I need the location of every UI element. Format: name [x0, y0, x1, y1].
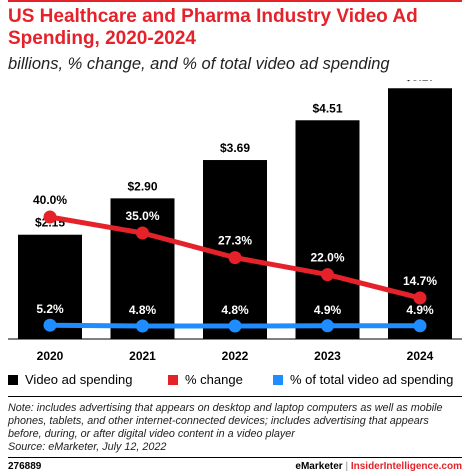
pct-change-point-2020 — [43, 210, 57, 224]
legend-swatch-bars — [8, 374, 18, 385]
x-tick-label-2021: 2021 — [129, 349, 156, 363]
pct-change-label-2022: 27.3% — [218, 234, 252, 248]
brand-insider-intelligence: InsiderIntelligence.com — [350, 461, 462, 472]
pct-total-label-2022: 4.8% — [221, 303, 249, 317]
pct-total-label-2021: 4.8% — [129, 303, 157, 317]
pct-total-label-2020: 5.2% — [36, 302, 64, 316]
footer-rule — [8, 457, 462, 458]
legend-label: Video ad spending — [25, 372, 133, 387]
bar-2021 — [110, 198, 175, 339]
pct-total-point-2020 — [43, 318, 57, 332]
bar-value-label-2024: $5.17 — [405, 80, 435, 83]
brand-emarketer: eMarketer — [295, 461, 343, 472]
chart-title: US Healthcare and Pharma Industry Video … — [8, 6, 418, 49]
x-tick-label-2024: 2024 — [407, 349, 434, 363]
pct-change-point-2023 — [321, 268, 334, 282]
x-tick-label-2020: 2020 — [37, 349, 64, 363]
legend-item-pct-total: % of total video ad spending — [273, 372, 453, 387]
legend-label: % of total video ad spending — [290, 372, 454, 387]
legend-item-pct-change: % change — [168, 372, 243, 387]
pct-total-point-2024 — [413, 319, 427, 333]
pct-change-label-2021: 35.0% — [125, 209, 159, 223]
bar-value-label-2023: $4.51 — [312, 101, 342, 115]
pct-total-point-2023 — [321, 319, 334, 333]
chart-area: $2.15$2.90$3.69$4.51$5.17202020212022202… — [8, 80, 462, 363]
note-divider — [8, 396, 462, 397]
pct-total-label-2024: 4.9% — [406, 303, 434, 317]
chart-legend: Video ad spending % change % of total vi… — [8, 370, 462, 392]
bar-2023 — [295, 120, 360, 339]
legend-swatch-pct-total — [273, 374, 283, 385]
pct-change-point-2022 — [228, 251, 242, 265]
pct-change-label-2023: 22.0% — [310, 251, 344, 265]
note-text: Note: includes advertising that appears … — [8, 402, 443, 440]
brand-separator: | — [345, 461, 349, 472]
pct-change-point-2024 — [413, 291, 427, 305]
pct-total-point-2022 — [228, 319, 242, 333]
footer-brand: eMarketer | InsiderIntelligence.com — [295, 461, 462, 472]
pct-change-label-2020: 40.0% — [33, 193, 67, 207]
bar-value-label-2022: $3.69 — [220, 141, 250, 155]
chart-note: Note: includes advertising that appears … — [8, 402, 462, 454]
pct-change-point-2021 — [136, 226, 149, 240]
pct-total-point-2021 — [136, 319, 149, 333]
bar-value-label-2021: $2.90 — [127, 179, 157, 193]
top-accent-rule — [8, 0, 462, 2]
pct-total-label-2023: 4.9% — [314, 303, 342, 317]
legend-label: % change — [185, 372, 243, 387]
x-tick-label-2023: 2023 — [314, 349, 341, 363]
chart-subtitle: billions, % change, and % of total video… — [8, 55, 390, 73]
legend-swatch-pct-change — [168, 374, 178, 385]
source-text: Source: eMarketer, July 12, 2022 — [8, 441, 167, 453]
legend-item-video-ad-spending: Video ad spending — [8, 372, 132, 387]
pct-change-label-2024: 14.7% — [403, 274, 437, 288]
x-tick-label-2022: 2022 — [222, 349, 249, 363]
chart-id: 276889 — [8, 461, 42, 472]
